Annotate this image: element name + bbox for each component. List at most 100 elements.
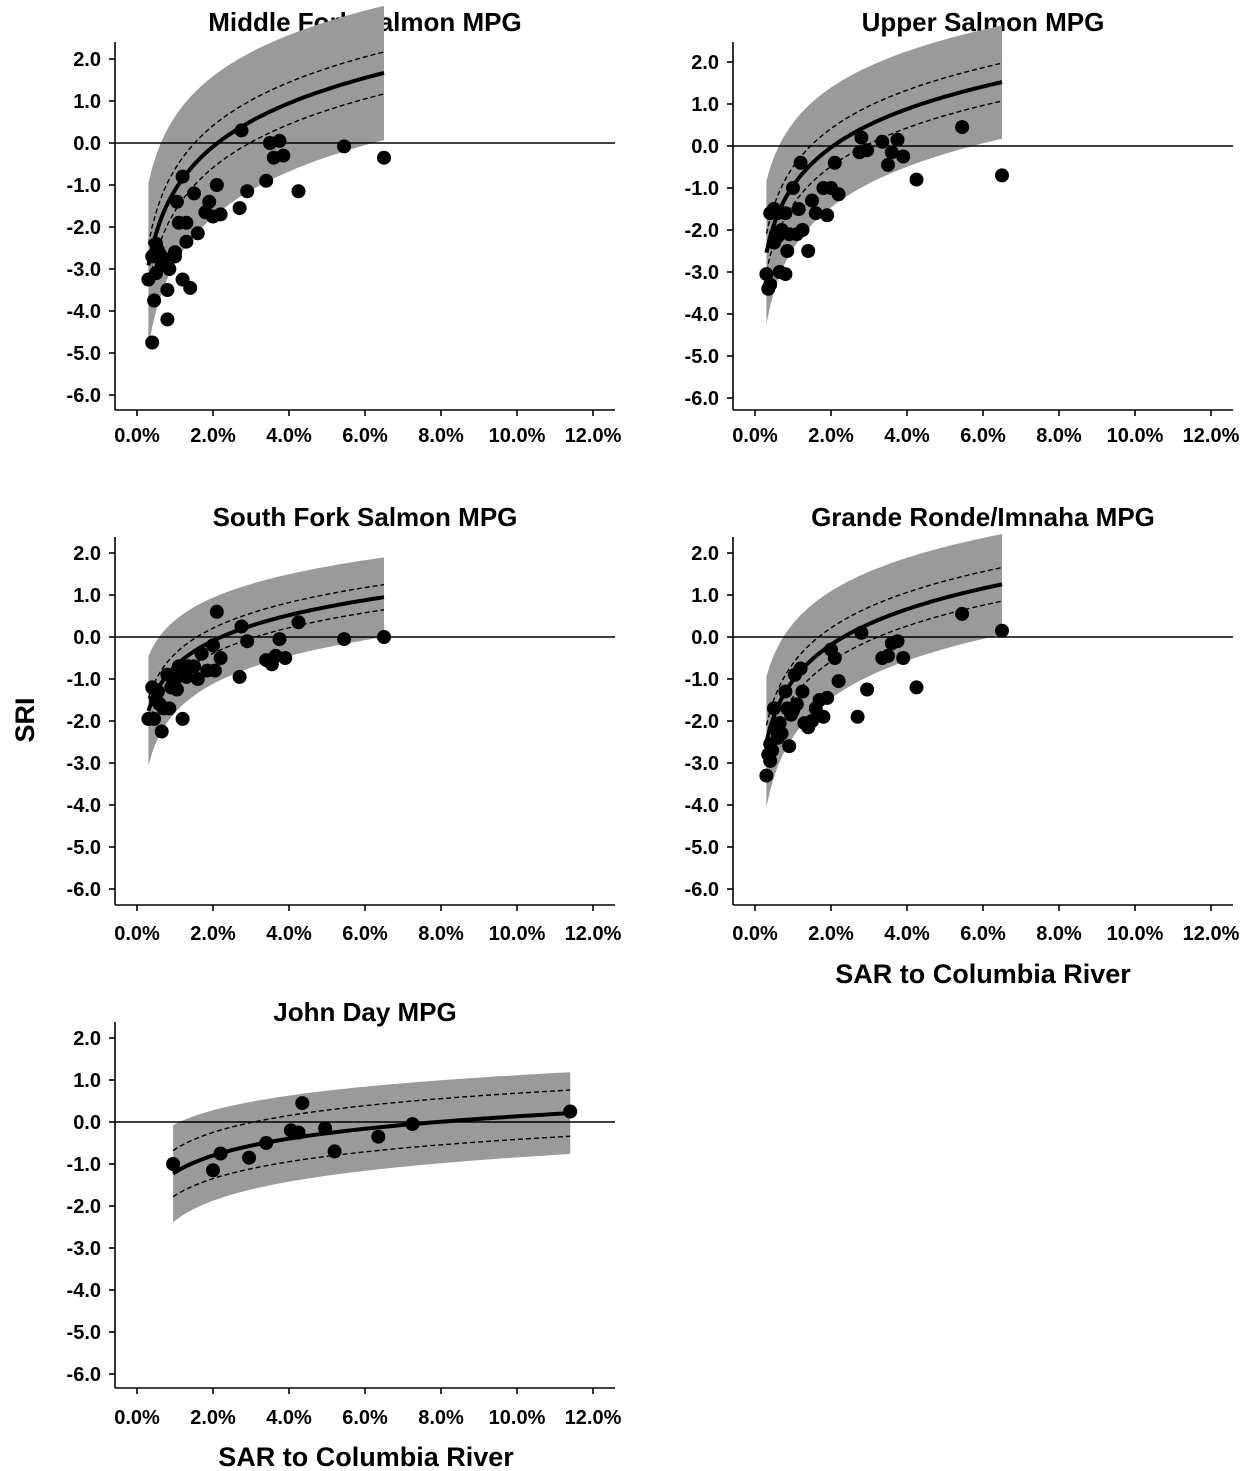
data-point	[190, 672, 205, 686]
data-point	[778, 206, 793, 221]
data-point	[327, 1144, 342, 1159]
data-point	[955, 606, 970, 621]
x-tick-label: 4.0%	[884, 923, 930, 945]
x-tick-label: 8.0%	[1036, 923, 1082, 945]
data-point	[162, 262, 177, 276]
y-tick-label: 1.0	[73, 91, 101, 113]
data-point	[183, 280, 198, 295]
data-point	[791, 202, 806, 216]
data-point	[377, 150, 391, 165]
x-tick-label: 6.0%	[342, 1407, 388, 1429]
y-tick-label: -1.0	[67, 175, 101, 197]
fit-line	[172, 1111, 571, 1176]
data-point	[187, 186, 201, 201]
data-point	[168, 672, 182, 686]
data-point	[827, 155, 842, 170]
y-tick-label: -4.0	[67, 795, 101, 817]
y-tick-label: 1.0	[73, 1070, 101, 1092]
y-tick-label: 0.0	[73, 1112, 101, 1134]
data-point	[175, 711, 190, 726]
y-tick-label: 2.0	[73, 543, 101, 565]
y-tick-label: 2.0	[73, 49, 101, 71]
x-tick-label: 12.0%	[565, 1407, 622, 1429]
data-point	[272, 632, 287, 647]
data-point	[147, 293, 162, 308]
y-axis-title: SRI	[10, 697, 40, 742]
y-tick-label: 2.0	[691, 52, 719, 74]
y-tick-label: -3.0	[685, 753, 719, 775]
data-point	[169, 194, 184, 209]
x-tick-label: 12.0%	[1183, 425, 1240, 447]
data-point	[213, 1146, 228, 1161]
y-tick-label: -5.0	[67, 343, 101, 365]
data-point	[206, 1163, 220, 1178]
x-tick-label: 2.0%	[190, 1407, 236, 1429]
y-tick-label: -2.0	[685, 711, 719, 733]
y-tick-label: 0.0	[691, 136, 719, 158]
data-point	[831, 187, 846, 202]
data-point	[154, 724, 169, 739]
x-tick-label: 0.0%	[114, 425, 160, 447]
data-point	[854, 130, 869, 145]
data-point	[168, 249, 182, 264]
ci-lower-line	[147, 93, 385, 287]
data-point	[890, 634, 905, 649]
y-tick-label: -5.0	[685, 837, 719, 859]
data-point	[160, 283, 175, 297]
x-tick-label: 0.0%	[732, 923, 778, 945]
data-point	[232, 669, 247, 684]
prediction-band	[766, 25, 1002, 325]
x-axis-title-right: SAR to Columbia River	[835, 959, 1131, 989]
ci-upper-line	[147, 51, 385, 245]
data-point	[337, 139, 352, 154]
ci-upper-line	[172, 1089, 571, 1152]
data-point	[793, 661, 808, 676]
data-point	[789, 697, 804, 712]
data-point	[896, 149, 911, 164]
data-point	[774, 726, 789, 741]
y-tick-label: -2.0	[67, 1196, 101, 1218]
x-tick-label: 10.0%	[1107, 923, 1164, 945]
data-point	[209, 178, 224, 192]
chart-panel-1: Middle Fork Salmon MPG2.01.00.0-1.0-2.0-…	[67, 5, 622, 447]
data-point	[763, 277, 778, 292]
data-point	[232, 201, 247, 216]
data-point	[875, 134, 890, 149]
data-point	[234, 123, 249, 138]
x-tick-label: 8.0%	[418, 923, 464, 945]
data-point	[166, 1157, 181, 1171]
y-tick-label: -2.0	[685, 220, 719, 242]
y-tick-label: -3.0	[67, 753, 101, 775]
x-tick-label: 4.0%	[266, 923, 312, 945]
data-point	[240, 184, 255, 199]
data-point	[772, 716, 787, 731]
y-tick-label: -2.0	[67, 217, 101, 239]
data-point	[778, 267, 793, 282]
data-point	[767, 701, 781, 716]
data-point	[259, 173, 274, 188]
y-tick-label: -1.0	[67, 1154, 101, 1176]
x-tick-label: 6.0%	[342, 923, 388, 945]
data-point	[765, 743, 780, 758]
data-point	[763, 753, 778, 768]
x-tick-label: 8.0%	[1036, 425, 1082, 447]
chart-panel-4: Grande Ronde/Imnaha MPG 2.0 1.0 0.0 -1.0 -2.0…	[685, 502, 1240, 945]
y-tick-label: -4.0	[67, 1280, 101, 1302]
chart-panel-5: John Day MPG 2.0 1.0 0.0 -1.0 -2.0 -3.0 -4.0 -5.…	[67, 997, 622, 1429]
y-tick-label: -5.0	[67, 837, 101, 859]
y-tick-label: -6.0	[67, 385, 101, 407]
y-tick-label: -1.0	[685, 669, 719, 691]
x-tick-label: 12.0%	[1183, 923, 1240, 945]
data-point	[955, 120, 970, 135]
x-tick-label: 8.0%	[418, 1407, 464, 1429]
prediction-band	[173, 1072, 571, 1223]
x-tick-label: 4.0%	[884, 425, 930, 447]
data-point	[801, 244, 816, 258]
y-tick-label: 0.0	[73, 627, 101, 649]
data-point	[881, 648, 895, 663]
data-point	[291, 1125, 306, 1140]
data-point	[242, 1150, 257, 1165]
y-tick-label: -6.0	[67, 1364, 101, 1386]
data-point	[337, 632, 352, 647]
data-point	[795, 223, 810, 237]
